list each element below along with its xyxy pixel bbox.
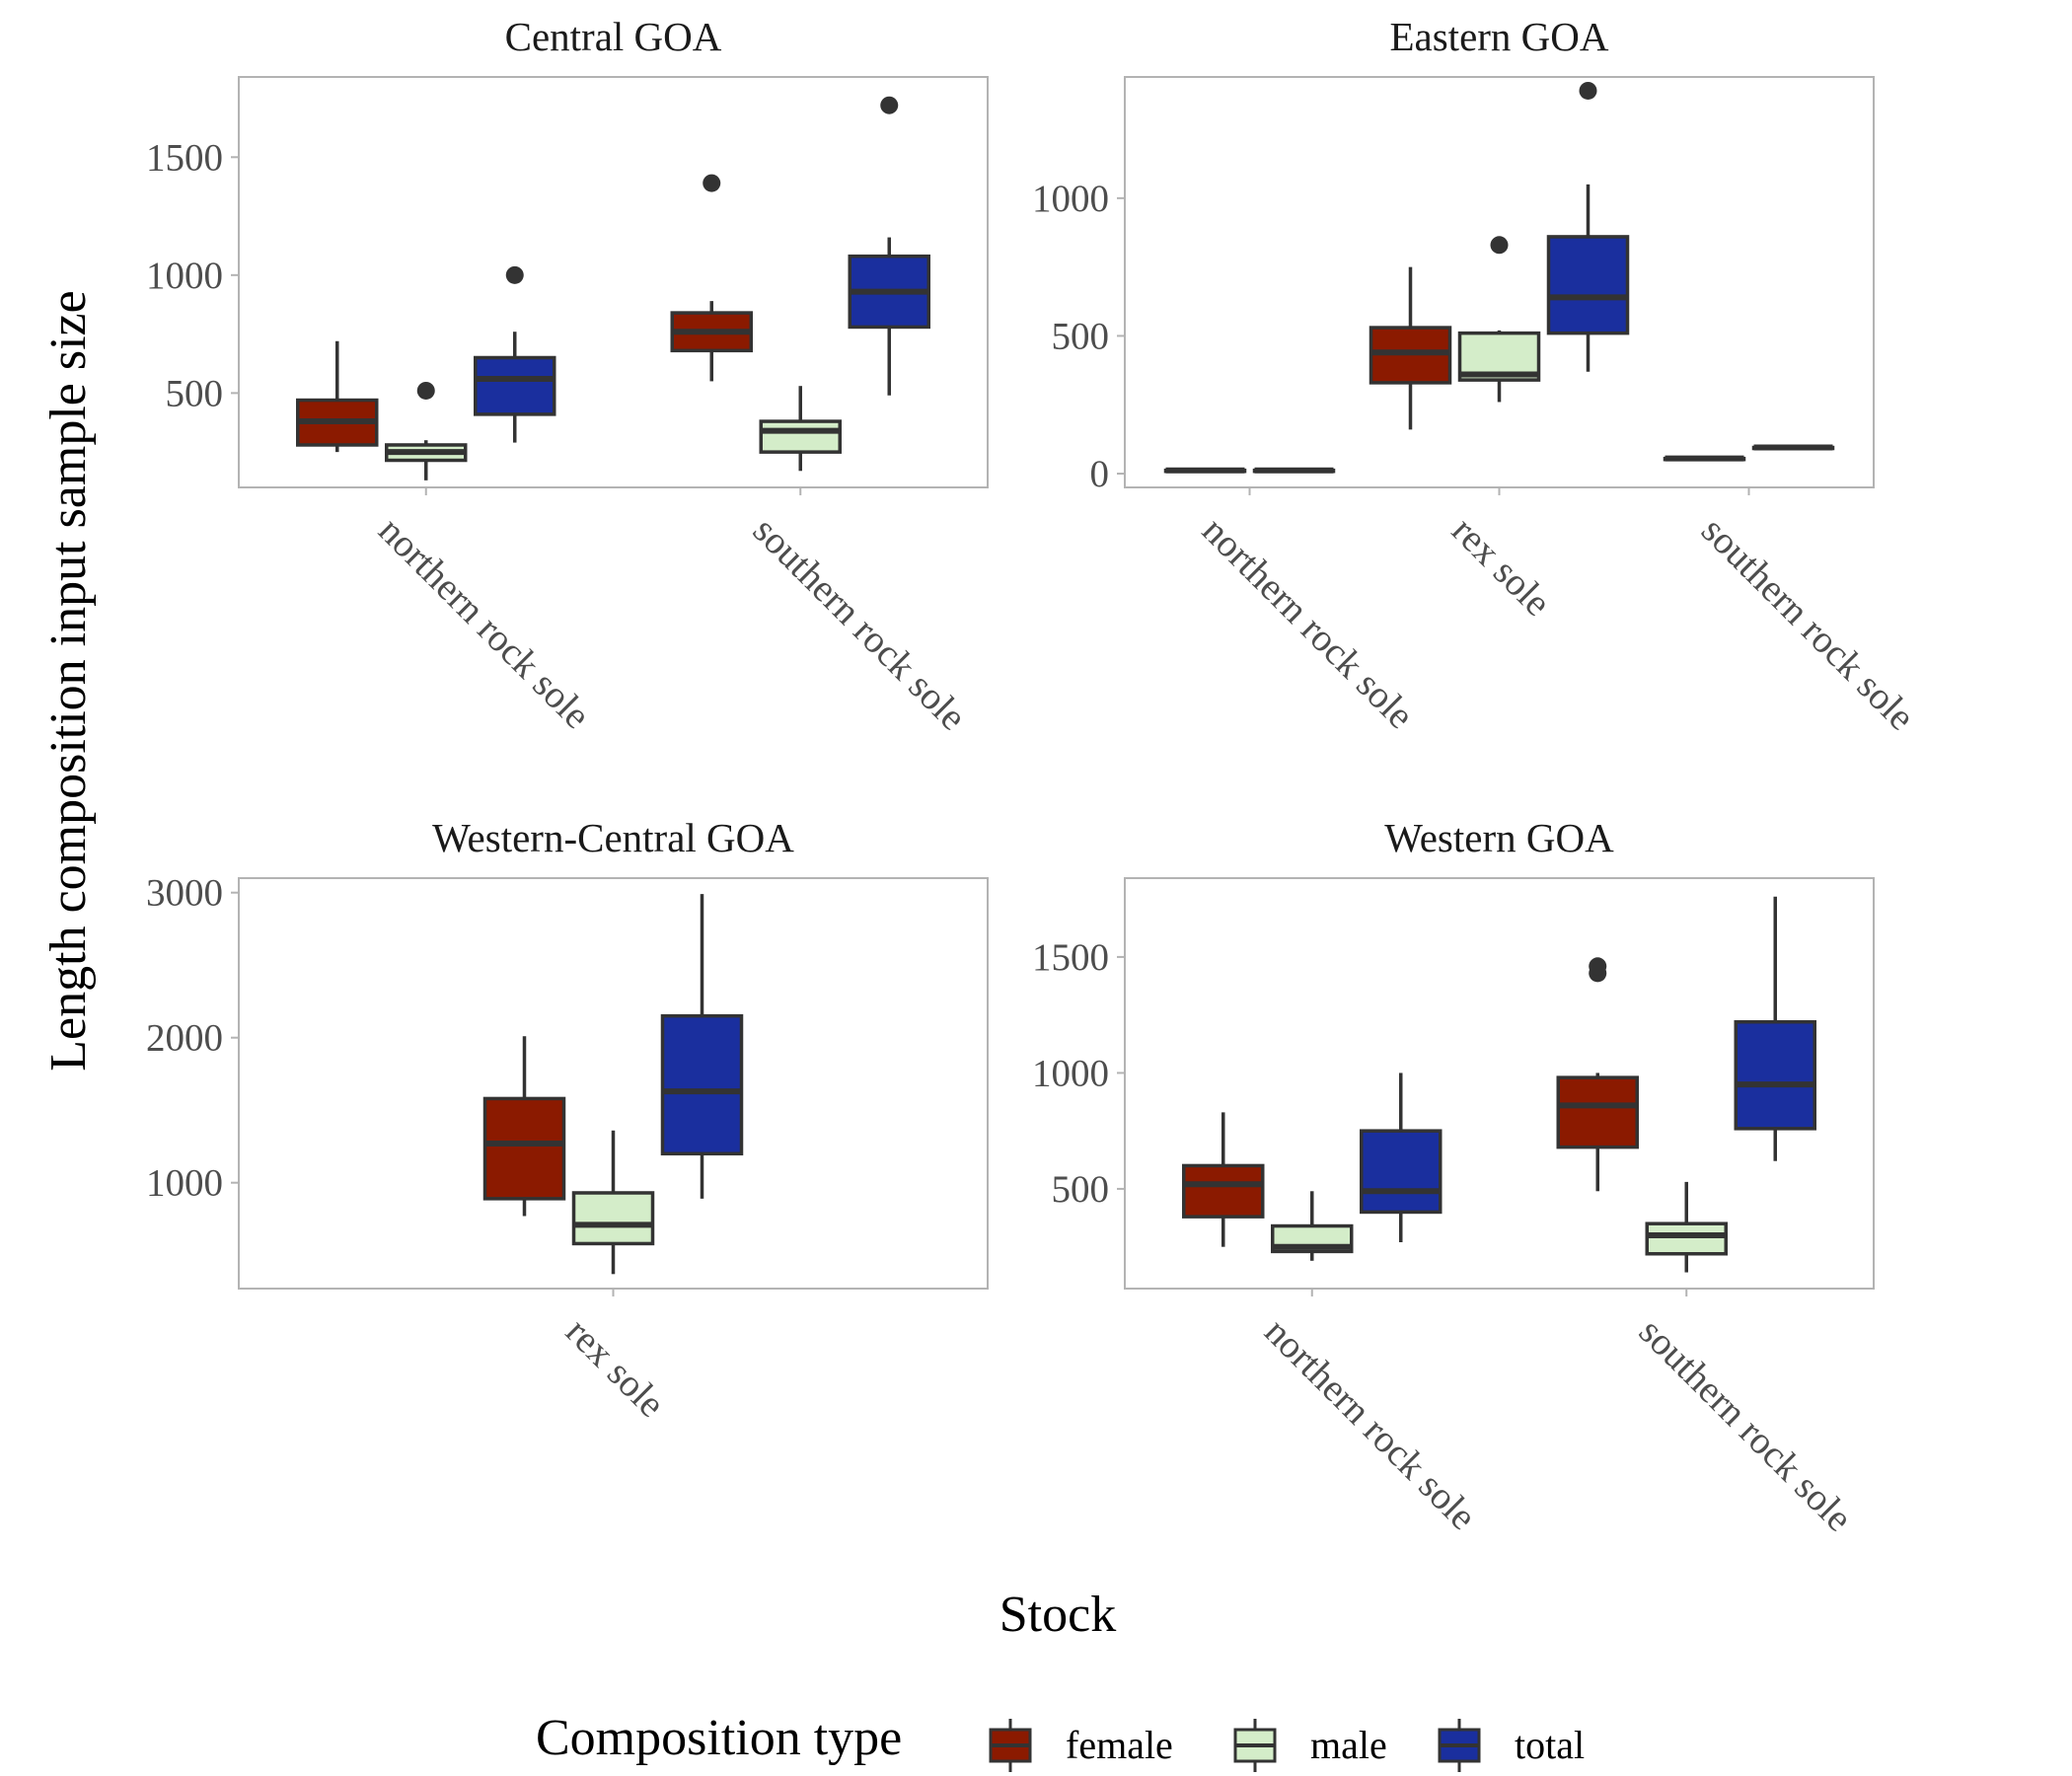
y-tick-label: 3000 xyxy=(146,872,223,915)
box-southern-rock-sole-total xyxy=(1734,896,1816,1161)
box-rex-sole-male xyxy=(571,1130,655,1275)
box-body xyxy=(660,1013,744,1156)
panel-western-central-goa: Western-Central GOA 1000 2000 3000 rex sole xyxy=(146,815,989,1426)
panel-central-goa: Central GOA 500 1000 1500 northern rock sole… xyxy=(146,14,989,739)
y-tick-label: 500 xyxy=(1052,1168,1110,1211)
y-tick-label: 0 xyxy=(1090,453,1110,495)
panel-border xyxy=(1124,76,1875,488)
box-southern-rock-sole-total xyxy=(848,96,930,396)
y-tick-label: 1000 xyxy=(1032,178,1109,220)
box-northern-rock-sole-female xyxy=(1163,467,1247,474)
box-body xyxy=(1645,1221,1728,1256)
outlier-point xyxy=(505,265,524,284)
outlier-point xyxy=(880,96,899,114)
box-body xyxy=(1546,235,1630,335)
x-tick-label: rex sole xyxy=(1443,509,1559,625)
panels-group: Central GOA 500 1000 1500 northern rock sole… xyxy=(146,14,1923,1540)
legend-title: Composition type xyxy=(536,1710,902,1766)
outlier-point xyxy=(1589,957,1607,976)
box-body xyxy=(1360,1129,1443,1215)
y-tick-label: 1000 xyxy=(1032,1052,1109,1094)
box-southern-rock-sole-male xyxy=(1645,1181,1728,1273)
y-tick-label: 1000 xyxy=(146,1162,223,1205)
box-northern-rock-sole-female xyxy=(1182,1112,1265,1247)
y-tick-label: 500 xyxy=(166,372,224,414)
box-body xyxy=(759,419,842,454)
panel-title: Eastern GOA xyxy=(1389,14,1608,59)
legend-item-female: female xyxy=(989,1719,1173,1772)
legend-label-total: total xyxy=(1515,1723,1585,1767)
box-body xyxy=(474,355,556,416)
y-tick-label: 1000 xyxy=(146,255,223,297)
box-body xyxy=(1734,1019,1816,1131)
x-tick-label: rex sole xyxy=(557,1310,673,1426)
box-rex-sole-total xyxy=(1546,81,1630,372)
y-tick-label: 500 xyxy=(1052,315,1110,357)
box-rex-sole-female xyxy=(482,1036,566,1217)
panel-western-goa: Western GOA 500 1000 1500 northern rock sole… xyxy=(1032,815,1875,1540)
y-tick-label: 2000 xyxy=(146,1017,223,1060)
panel-title: Western GOA xyxy=(1384,815,1614,860)
box-body xyxy=(571,1191,655,1246)
outlier-point xyxy=(1579,81,1597,100)
y-tick-label: 1500 xyxy=(146,136,223,179)
outlier-point xyxy=(416,381,435,400)
box-southern-rock-sole-female xyxy=(670,174,753,382)
box-northern-rock-sole-female xyxy=(296,340,379,453)
box-northern-rock-sole-total xyxy=(1360,1073,1443,1242)
box-rex-sole-female xyxy=(1369,266,1452,430)
legend-item-male: male xyxy=(1233,1719,1387,1772)
legend: female male total xyxy=(989,1719,1585,1772)
box-southern-rock-sole-female xyxy=(1663,455,1746,462)
outlier-point xyxy=(1490,236,1509,255)
x-tick-label: southern rock sole xyxy=(745,509,975,739)
box-body xyxy=(1556,1075,1639,1149)
box-rex-sole-male xyxy=(1457,236,1541,403)
box-southern-rock-sole-female xyxy=(1556,957,1639,1192)
legend-item-total: total xyxy=(1438,1719,1585,1772)
y-tick-label: 1500 xyxy=(1032,936,1109,979)
box-rex-sole-total xyxy=(660,894,744,1199)
x-tick-label: northern rock sole xyxy=(1256,1310,1484,1538)
box-northern-rock-sole-male xyxy=(1271,1191,1354,1261)
box-body xyxy=(1182,1163,1265,1219)
x-tick-label: southern rock sole xyxy=(1631,1310,1861,1540)
x-tick-label: northern rock sole xyxy=(1194,509,1422,737)
box-northern-rock-sole-total xyxy=(1252,467,1336,474)
x-tick-label: southern rock sole xyxy=(1693,509,1923,739)
outlier-point xyxy=(703,174,721,192)
y-axis-title: Length composition input sample size xyxy=(40,290,97,1071)
panel-title: Central GOA xyxy=(505,14,722,59)
legend-label-male: male xyxy=(1310,1723,1387,1767)
box-body xyxy=(482,1096,566,1201)
x-axis-title: Stock xyxy=(999,1587,1116,1643)
box-northern-rock-sole-total xyxy=(474,265,556,443)
legend-label-female: female xyxy=(1066,1723,1173,1767)
box-southern-rock-sole-total xyxy=(1751,444,1835,451)
x-tick-label: northern rock sole xyxy=(370,509,598,737)
panel-title: Western-Central GOA xyxy=(432,815,794,860)
box-northern-rock-sole-male xyxy=(385,381,468,481)
panel-eastern-goa: Eastern GOA 0 500 1000 northern rock sole rex… xyxy=(1032,14,1923,739)
box-southern-rock-sole-male xyxy=(759,386,842,472)
